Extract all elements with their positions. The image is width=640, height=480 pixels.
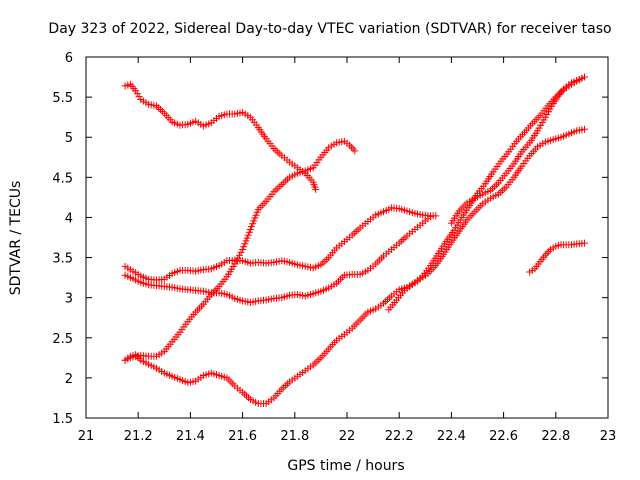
x-tick-label: 22 — [339, 429, 356, 444]
y-tick-label: 2 — [65, 372, 73, 387]
series-track-d — [121, 213, 435, 306]
x-tick-label: 22.4 — [437, 429, 466, 444]
series-track-e — [121, 137, 359, 364]
data-markers — [121, 204, 440, 284]
y-tick-label: 5.5 — [52, 91, 73, 106]
y-tick-label: 3.5 — [52, 252, 73, 267]
x-axis-title: GPS time / hours — [287, 458, 404, 474]
data-markers — [526, 239, 589, 276]
y-axis-title: SDTVAR / TECUs — [8, 181, 24, 296]
series-track-f — [385, 125, 589, 314]
series-track-h — [526, 239, 589, 276]
x-tick-label: 22.6 — [489, 429, 518, 444]
y-tick-label: 4.5 — [52, 171, 73, 186]
y-tick-label: 6 — [65, 51, 73, 66]
x-tick-label: 21.6 — [228, 429, 257, 444]
y-tick-label: 2.5 — [52, 332, 73, 347]
x-tick-label: 22.2 — [385, 429, 414, 444]
x-tick-label: 23 — [600, 429, 617, 444]
x-tick-label: 21.4 — [176, 429, 205, 444]
chart-title: Day 323 of 2022, Sidereal Day-to-day VTE… — [48, 21, 611, 37]
data-markers — [121, 213, 435, 306]
data-markers — [447, 73, 589, 227]
y-tick-label: 4 — [65, 211, 73, 226]
y-tick-label: 3 — [65, 292, 73, 307]
series-track-g — [447, 73, 589, 227]
x-tick-label: 21.8 — [280, 429, 309, 444]
x-tick-label: 21 — [78, 429, 95, 444]
data-markers — [121, 137, 359, 364]
data-markers — [385, 125, 589, 314]
x-tick-label: 21.2 — [124, 429, 153, 444]
series-track-c — [121, 204, 440, 284]
y-tick-label: 5 — [65, 131, 73, 146]
y-tick-label: 1.5 — [52, 412, 73, 427]
x-tick-label: 22.8 — [541, 429, 570, 444]
